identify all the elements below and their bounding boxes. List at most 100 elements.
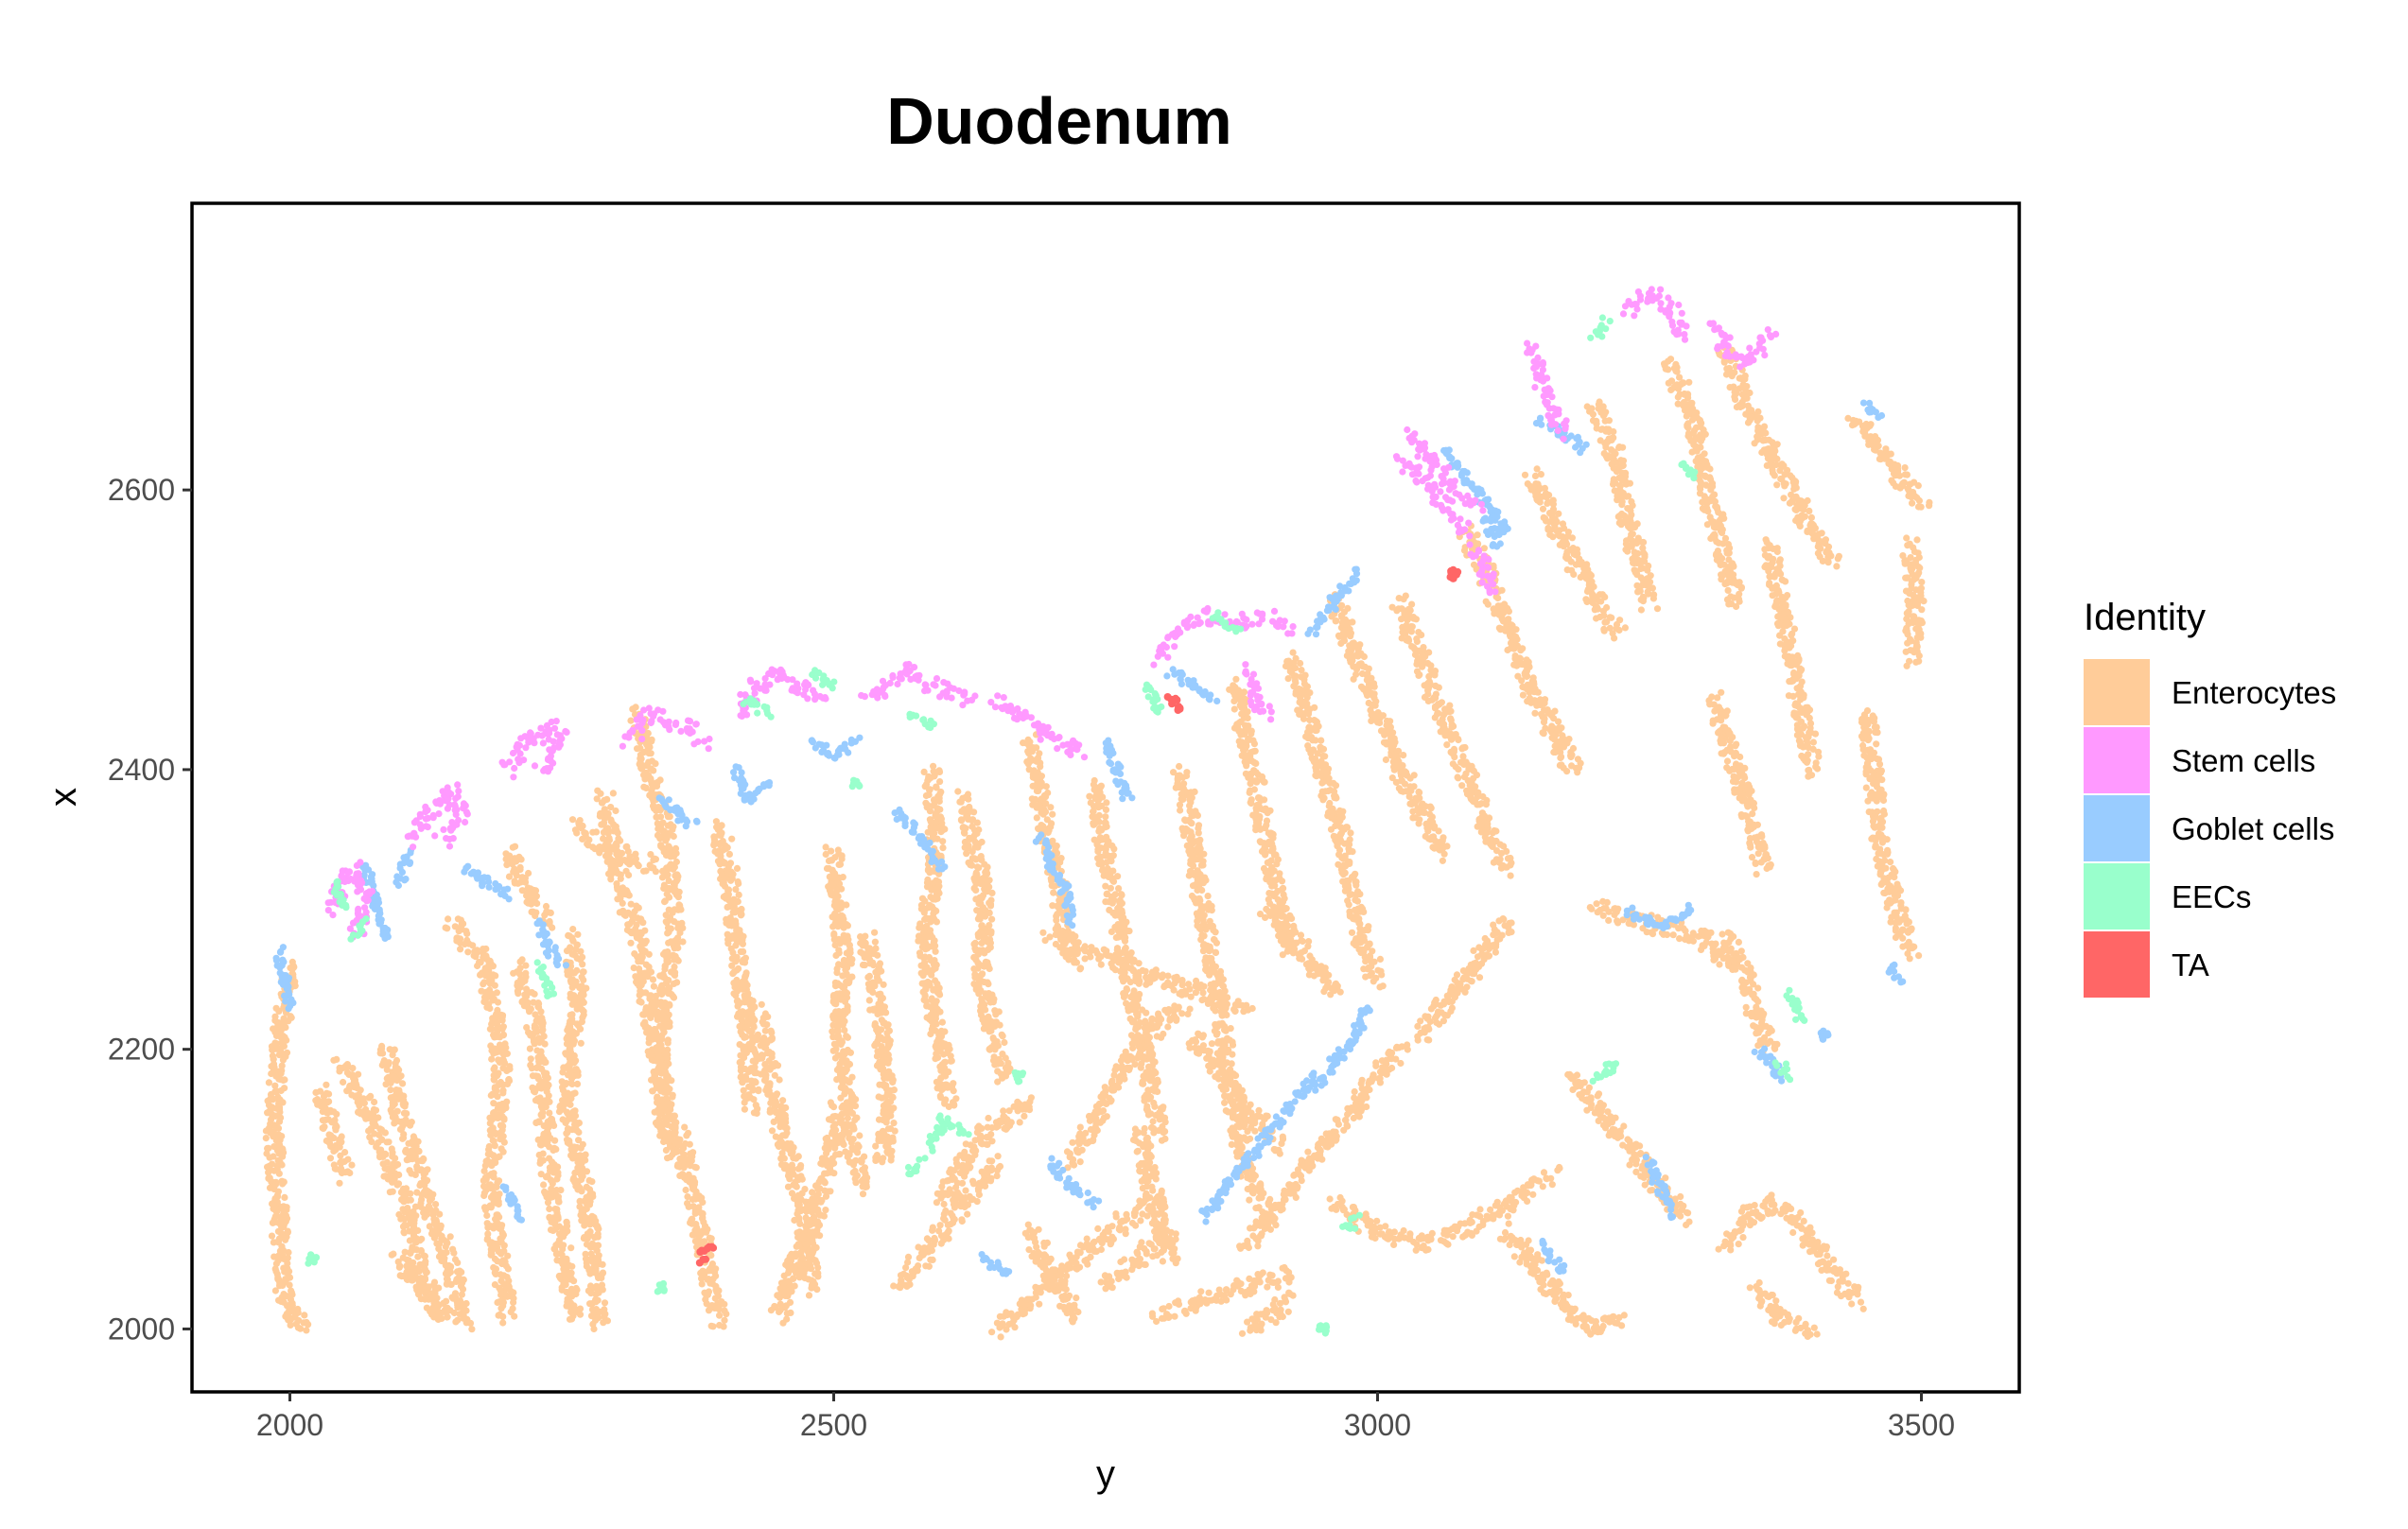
cell-point-enterocytes bbox=[836, 982, 844, 989]
cell-point-enterocytes bbox=[672, 844, 680, 853]
cell-point-enterocytes bbox=[725, 850, 734, 859]
cell-point-enterocytes bbox=[994, 1068, 1002, 1075]
cell-point-enterocytes bbox=[285, 1248, 292, 1257]
cell-point-enterocytes bbox=[794, 1201, 802, 1209]
cell-point-enterocytes bbox=[583, 1262, 591, 1270]
cell-point-enterocytes bbox=[832, 902, 840, 910]
cell-point-enterocytes bbox=[636, 991, 643, 999]
cell-point-enterocytes bbox=[738, 1016, 745, 1024]
cell-point-enterocytes bbox=[552, 1145, 560, 1153]
cell-point-enterocytes bbox=[717, 852, 724, 860]
cell-point-enterocytes bbox=[1107, 884, 1114, 892]
cell-point-enterocytes bbox=[1194, 811, 1201, 820]
cell-point-enterocytes bbox=[885, 1039, 893, 1047]
cell-point-enterocytes bbox=[557, 1187, 565, 1194]
cell-point-enterocytes bbox=[617, 871, 624, 878]
cell-point-enterocytes bbox=[1121, 947, 1128, 955]
cell-point-enterocytes bbox=[656, 776, 664, 784]
cell-point-enterocytes bbox=[415, 1267, 423, 1276]
cell-point-enterocytes bbox=[503, 1274, 511, 1281]
cell-point-enterocytes bbox=[275, 1150, 283, 1157]
cell-point-enterocytes bbox=[538, 1028, 546, 1035]
cell-point-enterocytes bbox=[579, 953, 586, 961]
cell-point-enterocytes bbox=[443, 1297, 450, 1305]
cell-point-enterocytes bbox=[986, 1046, 994, 1053]
cell-point-enterocytes bbox=[398, 1125, 406, 1133]
cell-point-enterocytes bbox=[405, 1155, 412, 1163]
cell-point-enterocytes bbox=[421, 1252, 428, 1260]
cell-point-enterocytes bbox=[978, 970, 986, 979]
cell-point-enterocytes bbox=[275, 1170, 283, 1177]
cell-point-enterocytes bbox=[649, 976, 657, 983]
cell-point-enterocytes bbox=[1177, 807, 1184, 814]
cell-point-enterocytes bbox=[389, 1188, 396, 1195]
cell-point-enterocytes bbox=[522, 969, 530, 977]
cell-point-enterocytes bbox=[466, 1319, 475, 1327]
cell-point-enterocytes bbox=[587, 1250, 595, 1258]
cell-point-enterocytes bbox=[476, 958, 483, 966]
cell-point-enterocytes bbox=[680, 1151, 689, 1158]
cell-point-enterocytes bbox=[740, 947, 747, 956]
cell-point-enterocytes bbox=[400, 1215, 408, 1223]
cell-point-enterocytes bbox=[976, 915, 984, 923]
cell-point-enterocytes bbox=[1123, 985, 1131, 994]
cell-point-enterocytes bbox=[458, 1291, 465, 1298]
cell-point-enterocytes bbox=[853, 1114, 861, 1121]
cell-point-enterocytes bbox=[494, 999, 502, 1006]
cell-point-enterocytes bbox=[387, 1086, 394, 1094]
cell-point-enterocytes bbox=[840, 1078, 847, 1086]
cell-point-enterocytes bbox=[305, 1321, 312, 1329]
cell-point-enterocytes bbox=[669, 909, 676, 916]
cell-point-enterocytes bbox=[841, 1026, 848, 1034]
cell-point-enterocytes bbox=[1150, 1099, 1158, 1107]
cell-point-enterocytes bbox=[716, 1312, 724, 1319]
cell-point-enterocytes bbox=[660, 1120, 668, 1127]
cell-point-enterocytes bbox=[828, 857, 836, 864]
cell-point-enterocytes bbox=[938, 1086, 946, 1094]
cell-point-enterocytes bbox=[947, 1057, 954, 1065]
cell-point-enterocytes bbox=[621, 912, 630, 919]
cell-point-enterocytes bbox=[709, 1323, 717, 1330]
cell-point-enterocytes bbox=[637, 982, 645, 989]
cell-point-enterocytes bbox=[489, 1137, 497, 1144]
cell-point-enterocytes bbox=[865, 997, 873, 1004]
cell-point-enterocytes bbox=[856, 1132, 864, 1139]
cell-point-enterocytes bbox=[591, 1234, 599, 1242]
cell-point-enterocytes bbox=[742, 954, 750, 962]
cell-point-enterocytes bbox=[284, 1260, 291, 1267]
cell-point-enterocytes bbox=[452, 1294, 460, 1301]
cell-point-enterocytes bbox=[477, 971, 484, 979]
cell-point-enterocytes bbox=[390, 1093, 397, 1101]
cell-point-enterocytes bbox=[965, 842, 972, 849]
cell-point-enterocytes bbox=[1026, 757, 1034, 765]
cell-point-enterocytes bbox=[965, 795, 972, 803]
cell-point-enterocytes bbox=[837, 996, 845, 1003]
cell-point-enterocytes bbox=[766, 1080, 774, 1087]
cell-point-enterocytes bbox=[574, 1071, 582, 1079]
cell-point-enterocytes bbox=[919, 972, 927, 980]
cell-point-enterocytes bbox=[373, 1142, 380, 1150]
cell-point-enterocytes bbox=[732, 980, 740, 987]
cell-point-enterocytes bbox=[340, 1078, 347, 1086]
cell-point-enterocytes bbox=[510, 969, 517, 977]
cell-point-enterocytes bbox=[1001, 1038, 1008, 1047]
cell-point-enterocytes bbox=[461, 940, 468, 948]
cell-point-enterocytes bbox=[460, 1276, 467, 1283]
cell-point-enterocytes bbox=[432, 1216, 440, 1224]
cell-point-enterocytes bbox=[731, 909, 739, 916]
cell-point-enterocytes bbox=[1156, 1116, 1163, 1123]
cell-point-enterocytes bbox=[663, 890, 671, 898]
cell-point-enterocytes bbox=[968, 855, 976, 862]
cell-point-enterocytes bbox=[568, 1293, 576, 1300]
cell-point-enterocytes bbox=[387, 1079, 394, 1086]
cell-point-enterocytes bbox=[839, 936, 847, 944]
cell-point-enterocytes bbox=[978, 838, 986, 846]
cell-point-enterocytes bbox=[577, 1039, 585, 1047]
cell-point-enterocytes bbox=[546, 1205, 553, 1213]
cell-point-enterocytes bbox=[1191, 856, 1198, 863]
cell-point-enterocytes bbox=[990, 996, 998, 1003]
cell-point-enterocytes bbox=[712, 1272, 720, 1279]
cell-point-enterocytes bbox=[579, 961, 586, 968]
cell-point-enterocytes bbox=[978, 939, 986, 947]
cell-point-enterocytes bbox=[1053, 912, 1060, 920]
